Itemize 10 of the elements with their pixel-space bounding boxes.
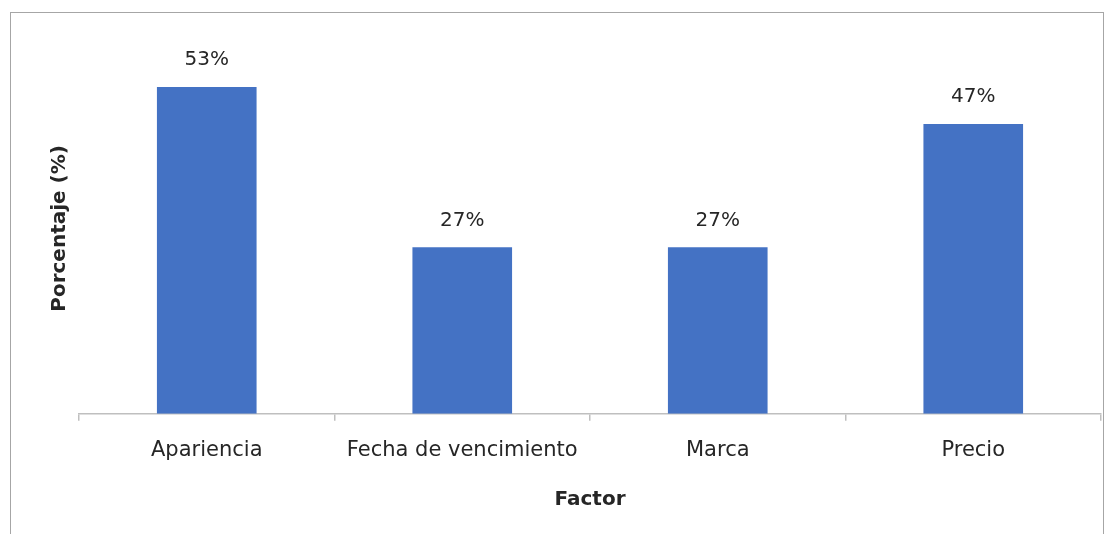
x-tick-label: Fecha de vencimiento: [346, 436, 578, 461]
x-tick-label: Apariencia: [150, 436, 263, 461]
x-tick-label: Marca: [685, 436, 750, 461]
x-axis-title: Factor: [554, 486, 626, 511]
data-label: 47%: [951, 83, 996, 108]
data-label: 53%: [184, 46, 229, 71]
x-tick-label: Precio: [941, 436, 1006, 461]
y-axis-title: Porcentaje (%): [46, 145, 71, 312]
data-label: 27%: [695, 206, 740, 231]
data-label: 27%: [440, 206, 485, 231]
